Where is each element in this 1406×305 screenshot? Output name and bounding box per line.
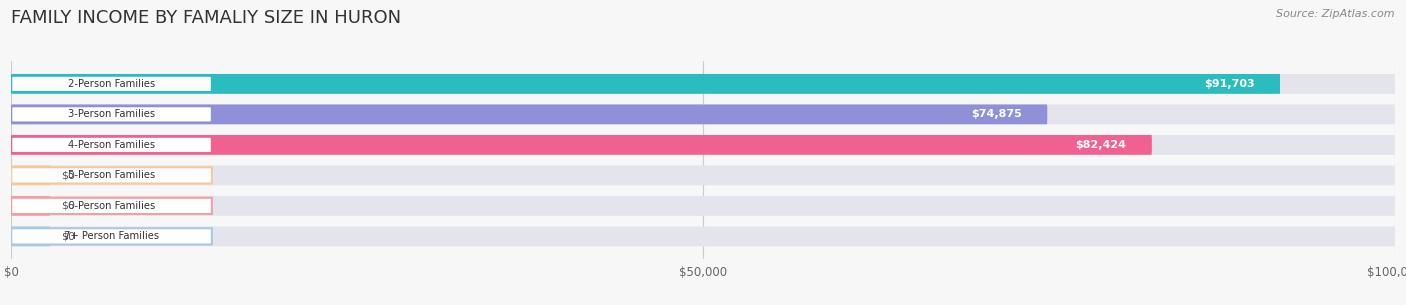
Text: 2-Person Families: 2-Person Families [67,79,155,89]
Text: $0: $0 [60,170,75,180]
FancyBboxPatch shape [11,137,212,153]
FancyBboxPatch shape [11,165,51,185]
FancyBboxPatch shape [11,74,1279,94]
Text: $82,424: $82,424 [1076,140,1126,150]
Text: 7+ Person Families: 7+ Person Families [65,231,159,241]
Text: $91,703: $91,703 [1204,79,1254,89]
FancyBboxPatch shape [11,196,51,216]
Text: Source: ZipAtlas.com: Source: ZipAtlas.com [1277,9,1395,19]
FancyBboxPatch shape [1050,137,1152,152]
FancyBboxPatch shape [11,76,212,92]
Text: 3-Person Families: 3-Person Families [67,109,155,119]
FancyBboxPatch shape [946,107,1047,122]
FancyBboxPatch shape [11,135,1395,155]
FancyBboxPatch shape [1180,76,1279,92]
Text: $0: $0 [60,231,75,241]
FancyBboxPatch shape [11,228,212,245]
Text: 5-Person Families: 5-Person Families [67,170,155,180]
FancyBboxPatch shape [11,167,212,184]
FancyBboxPatch shape [11,165,1395,185]
FancyBboxPatch shape [11,198,212,214]
Text: $0: $0 [60,201,75,211]
FancyBboxPatch shape [11,74,1395,94]
FancyBboxPatch shape [11,135,1152,155]
Text: 4-Person Families: 4-Person Families [67,140,155,150]
FancyBboxPatch shape [11,226,1395,246]
FancyBboxPatch shape [11,104,1047,124]
FancyBboxPatch shape [11,106,212,123]
Text: FAMILY INCOME BY FAMALIY SIZE IN HURON: FAMILY INCOME BY FAMALIY SIZE IN HURON [11,9,401,27]
Text: $74,875: $74,875 [972,109,1022,119]
FancyBboxPatch shape [11,104,1395,124]
Text: 6-Person Families: 6-Person Families [67,201,155,211]
FancyBboxPatch shape [11,226,51,246]
FancyBboxPatch shape [11,196,1395,216]
